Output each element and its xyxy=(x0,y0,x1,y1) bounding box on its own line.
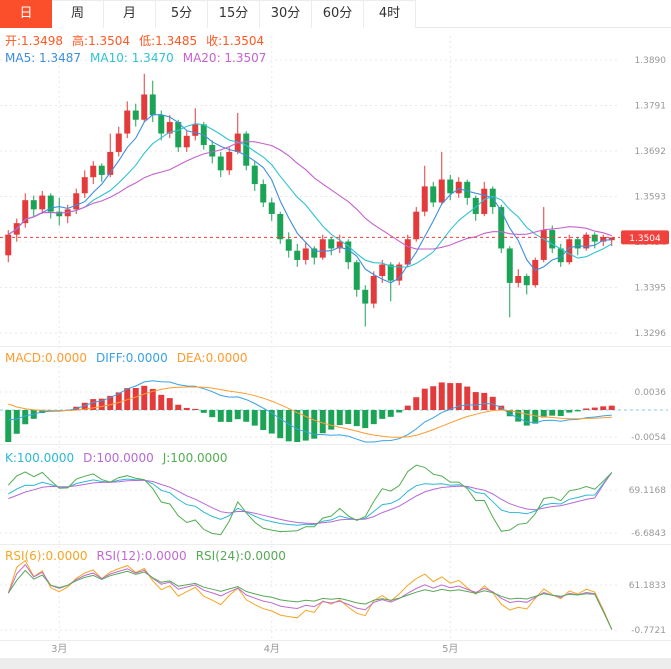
svg-text:5月: 5月 xyxy=(442,643,458,655)
svg-text:69.1168: 69.1168 xyxy=(629,486,666,496)
svg-text:3月: 3月 xyxy=(51,643,67,655)
svg-text:61.1833: 61.1833 xyxy=(629,581,666,591)
tab-30min[interactable]: 30分 xyxy=(260,0,312,28)
svg-text:1.3890: 1.3890 xyxy=(635,56,667,66)
svg-text:0.0036: 0.0036 xyxy=(635,388,667,398)
svg-text:1.3296: 1.3296 xyxy=(635,329,667,339)
svg-text:1.3791: 1.3791 xyxy=(635,102,667,112)
chart-canvas[interactable]: 1.38901.37911.36921.35931.34941.33951.32… xyxy=(0,28,671,669)
svg-text:1.3593: 1.3593 xyxy=(635,193,667,203)
svg-text:-0.7721: -0.7721 xyxy=(631,626,666,636)
tab-4hour[interactable]: 4时 xyxy=(364,0,416,28)
timeframe-tabbar: 日 周 月 5分 15分 30分 60分 4时 xyxy=(0,0,671,28)
tab-15min[interactable]: 15分 xyxy=(208,0,260,28)
tab-monthly[interactable]: 月 xyxy=(104,0,156,28)
tab-60min[interactable]: 60分 xyxy=(312,0,364,28)
svg-text:-6.6843: -6.6843 xyxy=(631,529,666,539)
svg-text:4月: 4月 xyxy=(264,643,280,655)
svg-text:1.3504: 1.3504 xyxy=(629,234,661,244)
tab-daily[interactable]: 日 xyxy=(0,0,52,28)
chart-area: 1.38901.37911.36921.35931.34941.33951.32… xyxy=(0,28,671,669)
tab-weekly[interactable]: 周 xyxy=(52,0,104,28)
svg-text:1.3395: 1.3395 xyxy=(635,284,667,294)
svg-text:-0.0054: -0.0054 xyxy=(631,433,666,443)
svg-text:1.3692: 1.3692 xyxy=(635,147,667,157)
tab-5min[interactable]: 5分 xyxy=(156,0,208,28)
